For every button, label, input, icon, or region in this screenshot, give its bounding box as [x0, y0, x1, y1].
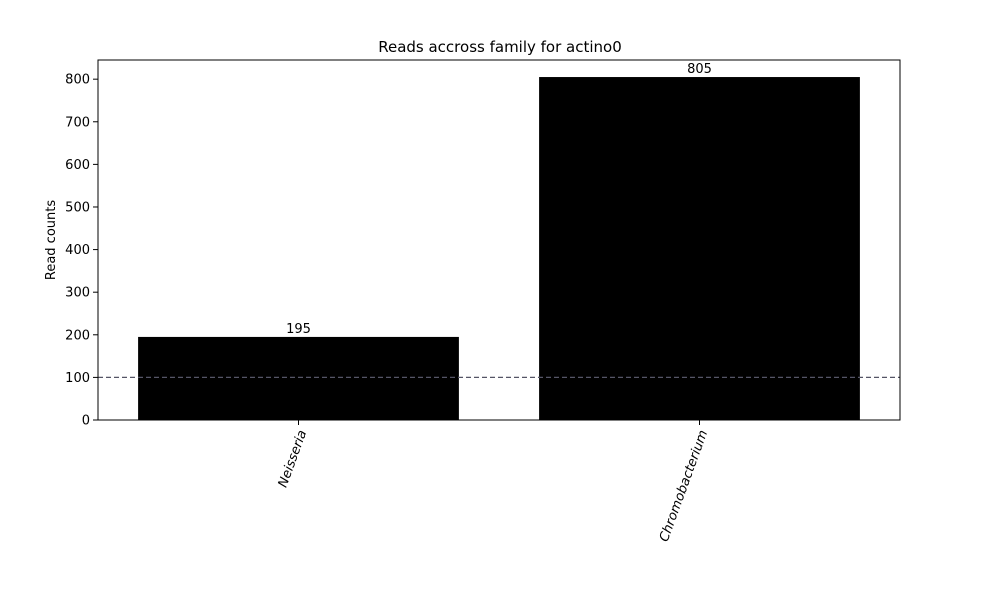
bar-chromobacterium — [539, 77, 860, 421]
axes-frame — [97, 59, 901, 421]
bar-value-label: 195 — [286, 322, 311, 337]
y-tick-label: 500 — [65, 200, 90, 215]
y-axis-label: Read counts — [44, 200, 59, 280]
y-tick-label: 0 — [82, 414, 90, 429]
y-tick-label: 700 — [65, 115, 90, 130]
y-tick-label: 300 — [65, 286, 90, 301]
y-tick-label: 100 — [65, 371, 90, 386]
chart-title: Reads accross family for actino0 — [378, 38, 622, 56]
y-tick-label: 800 — [65, 73, 90, 88]
x-tick-label-chromobacterium: Chromobacterium — [657, 428, 711, 544]
bar-neisseria — [138, 336, 459, 420]
bar-value-label: 805 — [687, 62, 712, 77]
plot-area: 195 805 0 100 200 300 400 500 600 700 800 Neisseria… — [65, 59, 901, 544]
y-tick-label: 200 — [65, 328, 90, 343]
y-tick-label: 600 — [65, 158, 90, 173]
y-tick-label: 400 — [65, 243, 90, 258]
x-tick-label-neisseria: Neisseria — [276, 428, 311, 489]
